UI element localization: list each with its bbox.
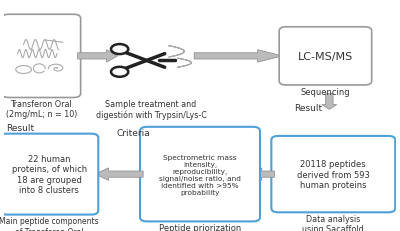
Text: Criteria: Criteria: [116, 128, 150, 137]
Text: Peptide priorization: Peptide priorization: [159, 223, 241, 231]
Polygon shape: [194, 50, 282, 63]
Text: Spectrometric mass
intensity,
reproducibility,
signal/noise ratio, and
identifie: Spectrometric mass intensity, reproducib…: [159, 154, 241, 195]
Polygon shape: [257, 168, 274, 181]
FancyBboxPatch shape: [271, 136, 395, 212]
Text: Data analysis
using Sacaffold: Data analysis using Sacaffold: [302, 214, 364, 231]
FancyBboxPatch shape: [279, 28, 372, 86]
Polygon shape: [78, 50, 118, 63]
Text: LC-MS/MS: LC-MS/MS: [298, 52, 353, 62]
Text: 22 human
proteins, of which
18 are grouped
into 8 clusters: 22 human proteins, of which 18 are group…: [12, 154, 87, 194]
Text: Sequencing: Sequencing: [301, 87, 350, 96]
Polygon shape: [95, 168, 143, 181]
Circle shape: [111, 45, 128, 55]
Text: Main peptide components
of Transferon Oral: Main peptide components of Transferon Or…: [0, 216, 99, 231]
FancyBboxPatch shape: [0, 134, 98, 215]
FancyBboxPatch shape: [140, 127, 260, 222]
FancyBboxPatch shape: [2, 15, 81, 98]
Text: Transferon Oral
(2mg/mL; n = 10): Transferon Oral (2mg/mL; n = 10): [6, 100, 77, 119]
Circle shape: [111, 67, 128, 77]
Text: Sample treatment and
digestión with Trypsin/Lys-C: Sample treatment and digestión with Tryp…: [96, 100, 206, 120]
Polygon shape: [322, 94, 337, 110]
Text: Result: Result: [294, 103, 322, 112]
Text: 20118 peptides
derived from 593
human proteins: 20118 peptides derived from 593 human pr…: [297, 160, 370, 189]
Text: Result: Result: [6, 124, 34, 132]
